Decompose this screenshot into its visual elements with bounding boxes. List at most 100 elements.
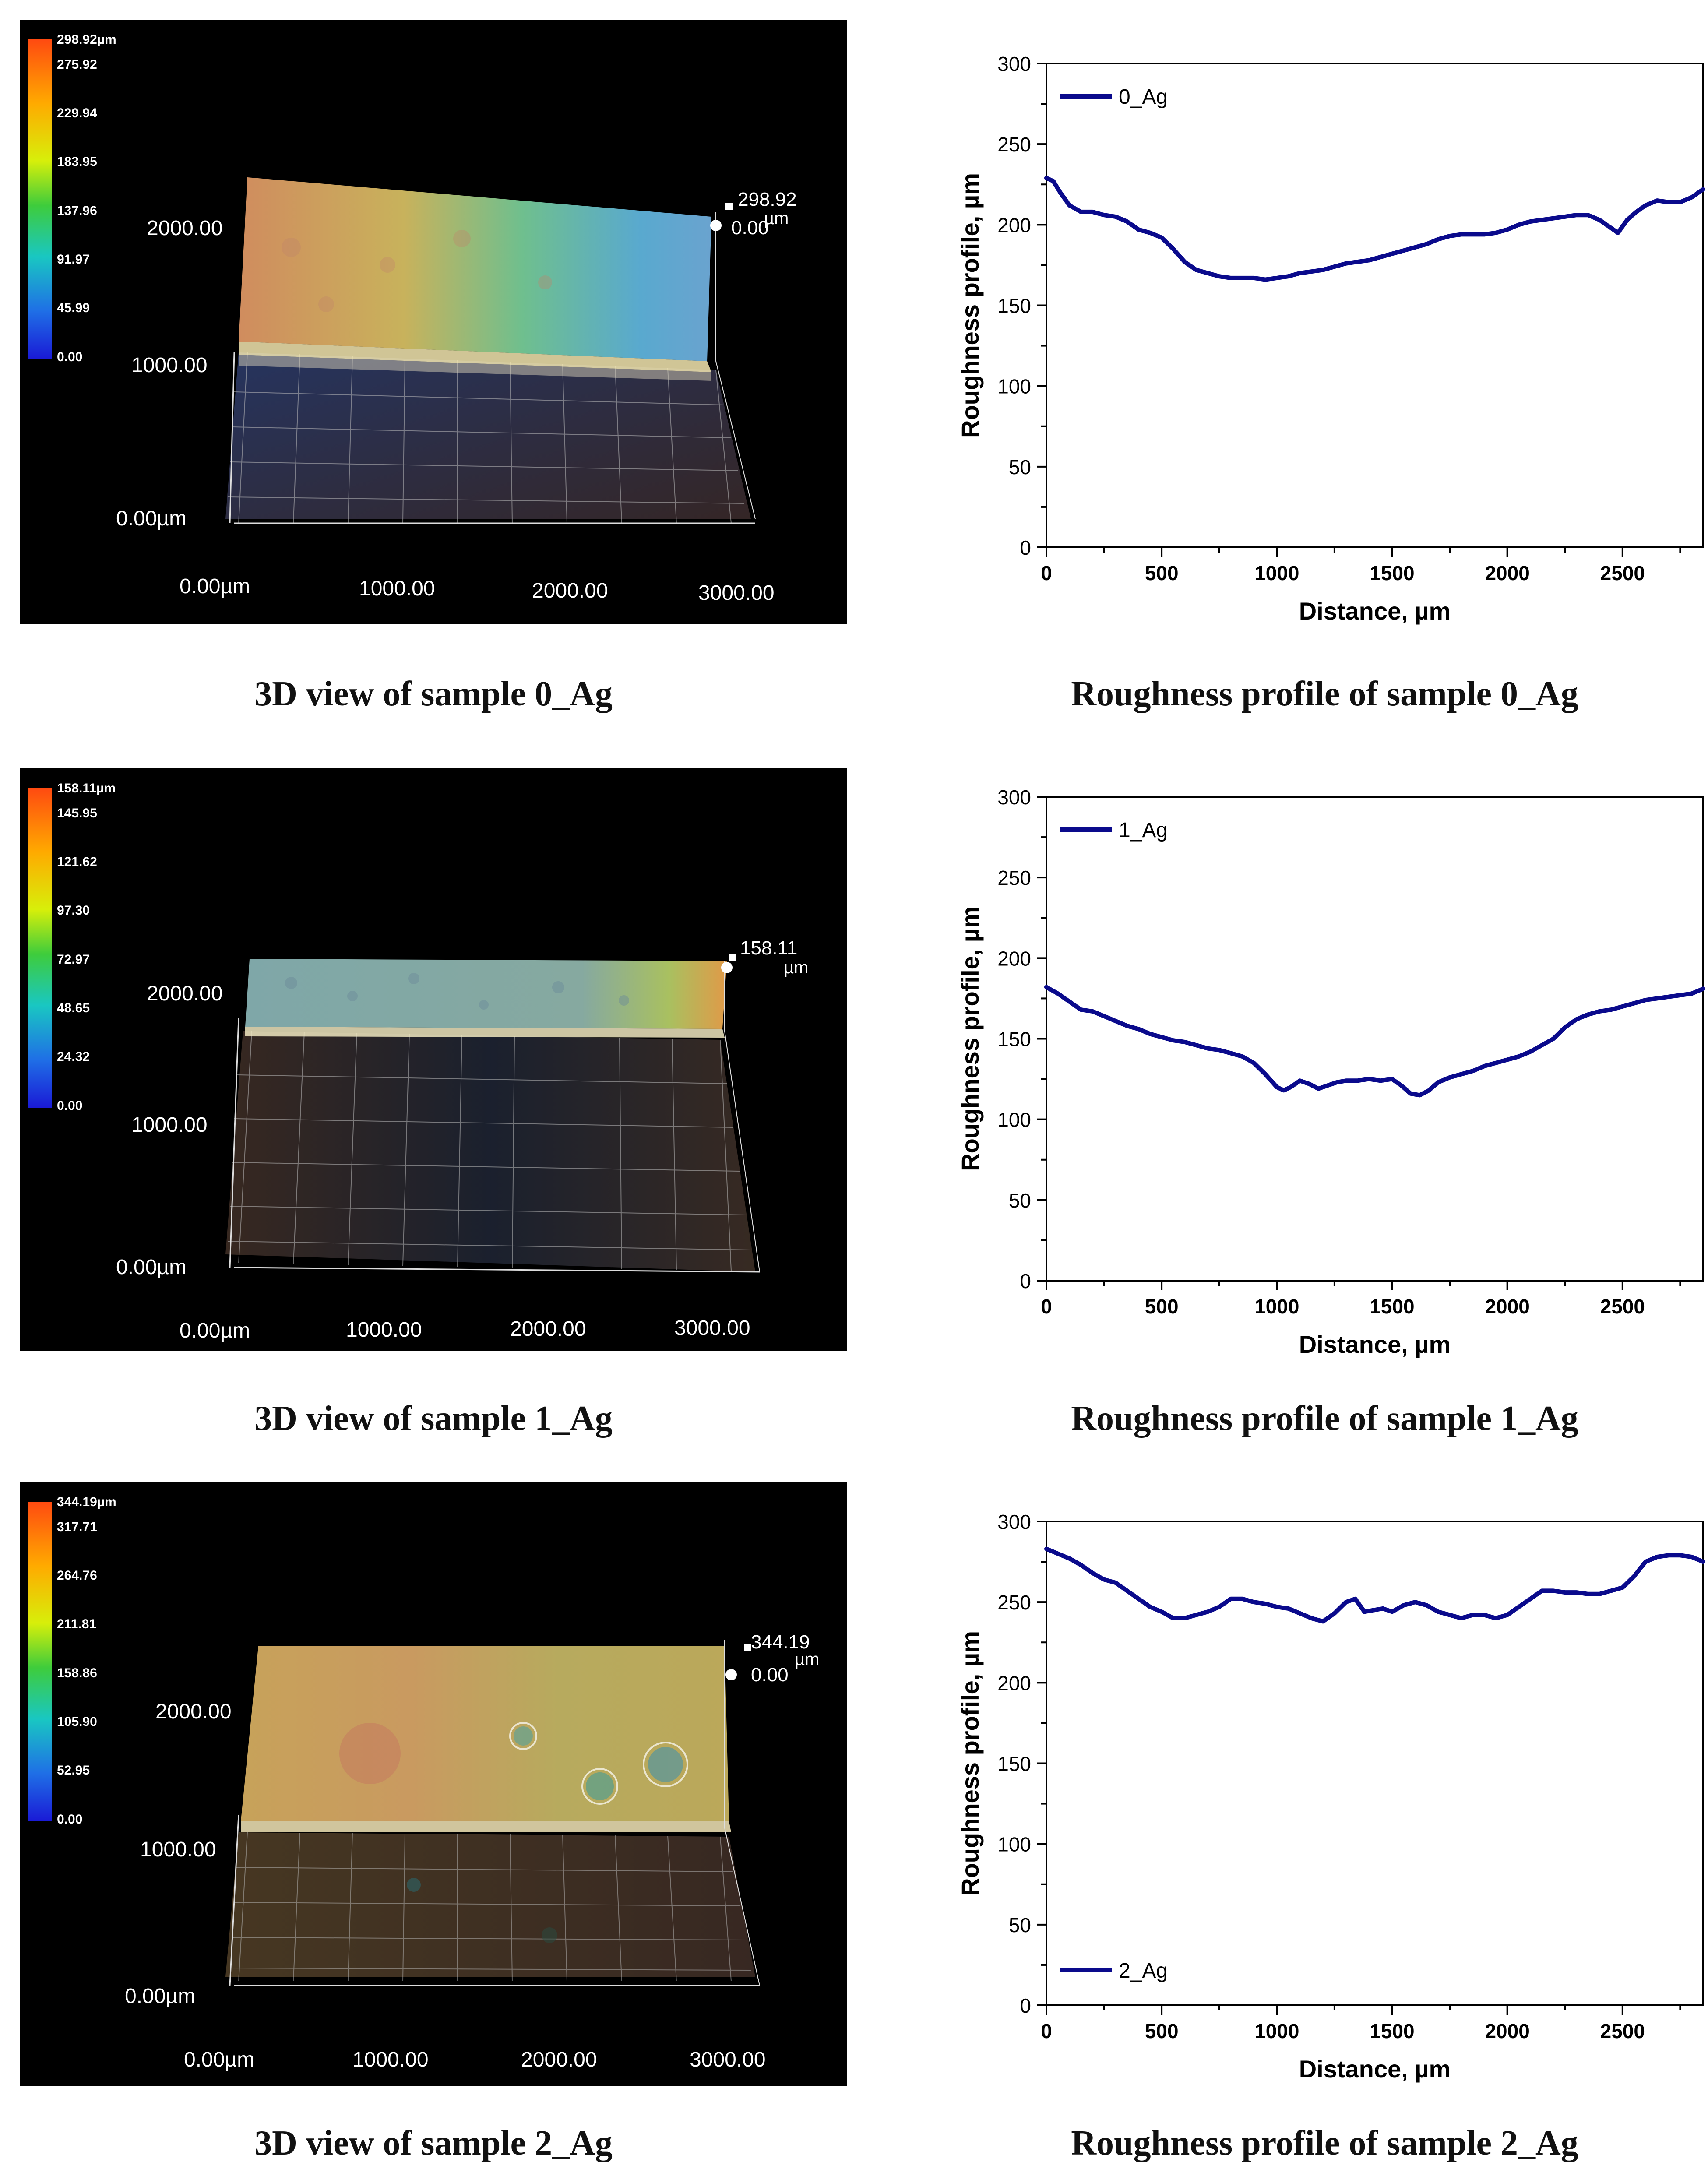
floor-grid	[227, 1031, 751, 1271]
y-tick: 0.00µm	[125, 1985, 195, 2008]
x-tick-label: 500	[1145, 1295, 1179, 1318]
readout-marker	[725, 203, 733, 210]
scale-tick: 275.92	[57, 57, 97, 72]
y-tick-label: 50	[1009, 1914, 1031, 1937]
scale-tick: 105.90	[57, 1715, 97, 1729]
surface-edge	[245, 1027, 725, 1038]
floor-grid	[229, 1832, 751, 1982]
y-tick-label: 300	[997, 1510, 1031, 1533]
legend-label: 0_Ag	[1119, 85, 1168, 109]
y-tick-label: 150	[997, 295, 1031, 317]
caption-3d-view: 3D view of sample 1_Ag	[254, 1399, 613, 1438]
scale-tick: 97.30	[57, 903, 90, 918]
y-tick-label: 200	[997, 1672, 1031, 1694]
x-tick: 2000.00	[532, 579, 608, 602]
y-tick-label: 100	[997, 1109, 1031, 1131]
scale-tick: 72.97	[57, 952, 90, 967]
view3d-1: 158.11µm 145.95 121.62 97.30 72.97 48.65…	[20, 768, 847, 1351]
y-tick-label: 250	[997, 133, 1031, 156]
y-tick: 2000.00	[147, 982, 223, 1005]
x-tick: 3000.00	[698, 581, 775, 605]
readout-dot	[721, 962, 733, 973]
y-tick-label: 200	[997, 214, 1031, 236]
plot-frame	[1046, 796, 1704, 1282]
y-axis	[229, 352, 235, 524]
scale-tick: 183.95	[57, 155, 97, 169]
x-tick-label: 1000	[1254, 562, 1299, 584]
y-axis-label: Roughness profile, µm	[956, 906, 984, 1171]
surface-edge	[241, 1821, 731, 1832]
height-readout-unit: µm	[795, 1650, 819, 1669]
x-tick: 3000.00	[674, 1317, 750, 1340]
x-axis-label: Distance, µm	[1299, 597, 1451, 625]
x-axis-label: Distance, µm	[1299, 1331, 1451, 1358]
series-line-2_Ag	[1044, 1546, 1705, 1624]
y-tick: 2000.00	[155, 1700, 232, 1723]
y-tick-label: 150	[997, 1028, 1031, 1051]
caption-3d-view: 3D view of sample 0_Ag	[254, 675, 613, 713]
x-tick-label: 1500	[1370, 1295, 1414, 1318]
y-tick: 0.00µm	[116, 1256, 187, 1279]
caption-3d-view: 3D view of sample 2_Ag	[254, 2124, 613, 2162]
height-readout: 158.11	[740, 937, 797, 959]
surface-top	[245, 959, 727, 1029]
readout-marker	[729, 954, 736, 961]
x-tick-label: 500	[1145, 562, 1179, 584]
series-line-0_Ag	[1044, 176, 1705, 282]
x-tick-label: 2000	[1485, 2020, 1529, 2042]
y-axis-label: Roughness profile, µm	[956, 1631, 984, 1896]
view3d-2: 344.19µm 317.71 264.76 211.81 158.86 105…	[20, 1482, 847, 2086]
x-tick-label: 0	[1041, 562, 1052, 584]
floor-grid	[227, 352, 745, 524]
plot-frame	[1046, 63, 1704, 548]
view3d-graphic: 344.19µm 317.71 264.76 211.81 158.86 105…	[28, 1495, 819, 2071]
x-tick-label: 500	[1145, 2020, 1179, 2042]
surface-edge	[239, 342, 711, 372]
scale-max-label: 344.19µm	[57, 1495, 116, 1509]
view3d-graphic: 298.92µm 275.92 229.94 183.95 137.96 91.…	[28, 32, 797, 605]
readout-marker	[744, 1644, 751, 1651]
y-tick-label: 250	[997, 866, 1031, 889]
y-tick-label: 0	[1020, 1994, 1031, 2017]
x-tick: 1000.00	[359, 577, 435, 600]
zero-readout: 0.00	[751, 1664, 789, 1686]
x-tick-label: 2000	[1485, 562, 1529, 584]
scale-tick: 121.62	[57, 855, 97, 869]
y-tick-label: 300	[997, 786, 1031, 809]
caption-roughness: Roughness profile of sample 2_Ag	[1071, 2124, 1578, 2162]
roughness-plot-1: 0 50 100 150 200 250 300 0 500 1000 1500 2000 2500 Di…	[941, 777, 1708, 1390]
caption-roughness: Roughness profile of sample 1_Ag	[1071, 1399, 1578, 1438]
y-tick: 2000.00	[147, 217, 223, 240]
x-tick-label: 2000	[1485, 1295, 1529, 1318]
scale-tick: 24.32	[57, 1049, 90, 1064]
x-axis	[234, 1267, 760, 1273]
y-axis-label: Roughness profile, µm	[956, 173, 984, 438]
scale-tick: 145.95	[57, 806, 97, 820]
scale-tick: 229.94	[57, 106, 97, 120]
base-plane	[225, 1031, 755, 1272]
y-tick-label: 50	[1009, 1189, 1031, 1212]
height-readout: 298.92	[738, 189, 797, 210]
x-tick-label: 1000	[1254, 2020, 1299, 2042]
x-tick-label: 2500	[1600, 2020, 1645, 2042]
scale-tick: 0.00	[57, 350, 82, 364]
x-tick: 3000.00	[690, 2048, 766, 2071]
x-tick: 2000.00	[521, 2048, 597, 2071]
y-tick-label: 300	[997, 53, 1031, 75]
y-tick-label: 200	[997, 947, 1031, 970]
readout-dot	[725, 1669, 737, 1680]
y-tick-label: 100	[997, 375, 1031, 398]
y-axis	[229, 1814, 239, 1986]
scale-tick: 211.81	[57, 1617, 96, 1631]
scale-max-label: 298.92µm	[57, 32, 116, 47]
x-tick: 1000.00	[346, 1318, 422, 1341]
color-scale-bar	[28, 39, 52, 359]
y-tick-label: 250	[997, 1591, 1031, 1614]
series-line-1_Ag	[1044, 985, 1705, 1098]
scale-tick: 0.00	[57, 1812, 82, 1827]
x-tick: 2000.00	[510, 1317, 586, 1341]
legend-label: 2_Ag	[1119, 1959, 1168, 1982]
readout-dot	[710, 220, 722, 231]
scale-tick: 317.71	[57, 1520, 97, 1534]
x-tick-label: 1500	[1370, 2020, 1414, 2042]
